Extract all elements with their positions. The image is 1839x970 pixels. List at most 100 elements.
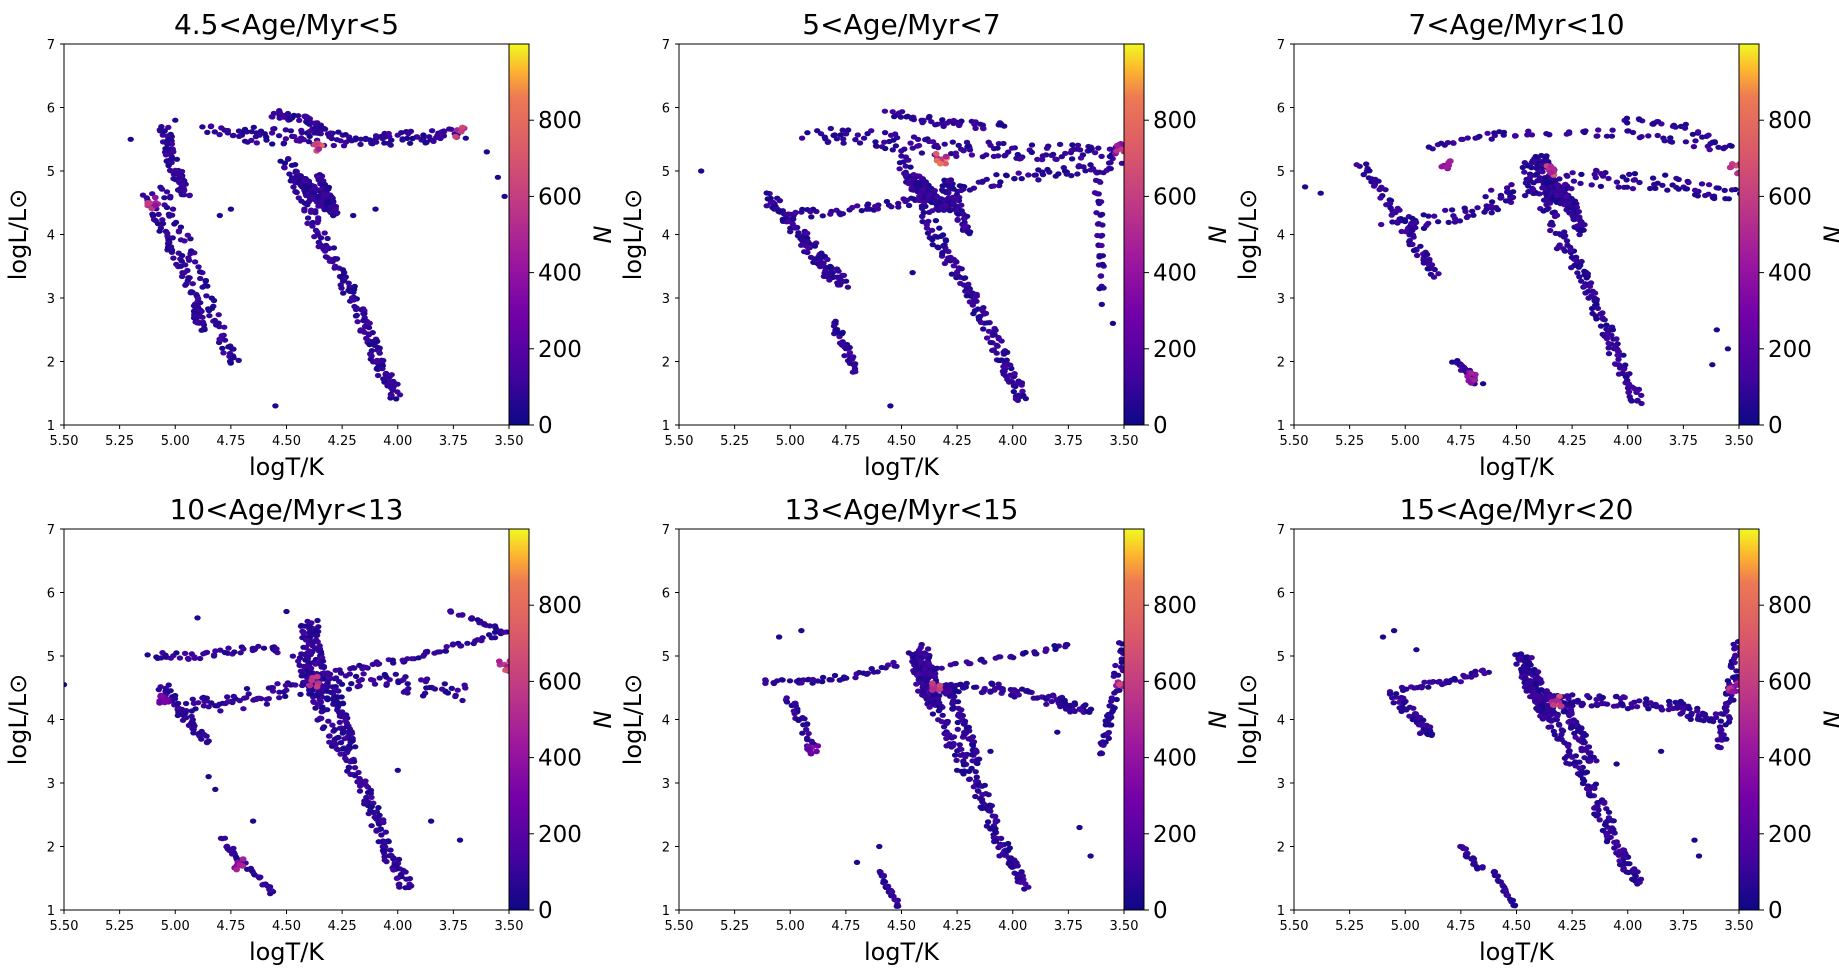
colorbar — [1738, 43, 1760, 426]
x-tick-label: 4.00 — [383, 919, 412, 934]
hexbin-cell-track-5 — [1629, 186, 1637, 192]
hexbin-cell-track-5 — [346, 671, 353, 677]
hexbin-cell-track-6 — [1636, 135, 1644, 141]
hexbin-cell-track-5 — [1588, 182, 1595, 188]
hexbin-cell-track-2 — [979, 792, 986, 798]
hexbin-cell-track-5 — [1082, 702, 1089, 708]
hexbin-cell-track-2 — [314, 220, 321, 226]
hexbin-cell-track-2 — [983, 320, 991, 326]
hexbin-cell-track-3 — [1615, 852, 1623, 858]
hexbin-cell-track-6 — [1058, 154, 1066, 160]
x-tick-label: 4.00 — [383, 434, 412, 449]
panel-title: 15<Age/Myr<20 — [1399, 493, 1633, 526]
hexbin-cell-track-5 — [999, 688, 1006, 694]
hexbin-cell-track-6 — [1690, 144, 1698, 150]
x-tick-label: 4.25 — [1558, 919, 1587, 934]
hexbin-cell-track-5 — [1084, 709, 1091, 715]
hexbin-cell-hot — [1553, 697, 1560, 704]
hexbin-cell-isolated — [1301, 184, 1309, 190]
hexbin-cell-track-3 — [923, 696, 930, 702]
hexbin-cell-track-0 — [803, 230, 810, 236]
hexbin-cell-hot — [1446, 158, 1454, 165]
hexbin-cell-hot — [942, 160, 949, 167]
hexbin-cell-track-5 — [1461, 205, 1468, 211]
hexbin-cell-hot — [1736, 161, 1739, 167]
hexbin-cell-track-3 — [1596, 817, 1603, 823]
hexbin-cell-track-7 — [231, 649, 238, 655]
hexbin-cell-track-5 — [1534, 178, 1541, 184]
hexbin-cell-track-4 — [344, 748, 351, 754]
hexbin-cell-track-2 — [929, 711, 937, 717]
hexbin-cell-track-0 — [795, 717, 802, 724]
hexbin-cell-track-1 — [880, 872, 887, 879]
hexbin-cell-track-2 — [396, 881, 403, 887]
hexbin-cell-track-2 — [373, 827, 380, 833]
hexbin-cell-hot — [936, 682, 944, 689]
hexbin-cell-track-6 — [907, 140, 914, 146]
hexbin-cell-hot — [144, 200, 152, 206]
hexbin-cell-track-7 — [269, 141, 276, 147]
hexbin-cell-track-7 — [836, 677, 843, 683]
hexbin-cell-hot — [506, 666, 509, 672]
hexbin-cell-track-2 — [405, 884, 413, 891]
hexbin-cell-track-8 — [1052, 646, 1059, 653]
hexbin-cell-track-3 — [300, 630, 307, 636]
hexbin-cell-track-1 — [206, 313, 213, 319]
hexbin-cell-track-5 — [1605, 175, 1612, 182]
hexbin-cell-track-5 — [993, 172, 1000, 178]
hexbin-cell-track-2 — [365, 325, 373, 331]
hexbin-cell-track-7 — [173, 650, 180, 656]
hexbin-cell-track-0 — [1403, 706, 1410, 712]
hexbin-cell-track-5 — [1664, 187, 1671, 193]
hexbin-cell-track-2 — [1003, 357, 1010, 363]
hexbin-cell-track-5 — [1568, 711, 1575, 717]
hexbin-cell-track-6 — [985, 139, 992, 145]
hexbin-cell-track-2 — [997, 843, 1005, 849]
x-tick-label: 5.00 — [776, 919, 805, 934]
hexbin-cell-track-2 — [368, 794, 375, 801]
hexbin-cell-track-0 — [804, 244, 812, 251]
hexbin-cell-track-6 — [1692, 138, 1699, 144]
hexbin-cell-track-8 — [1099, 261, 1106, 267]
hexbin-cell-track-0 — [179, 717, 187, 723]
hexbin-cell-hot — [1550, 702, 1557, 708]
hexbin-cell-track-2 — [973, 298, 980, 304]
hexbin-cell-track-2 — [980, 326, 987, 332]
hexbin-cell-track-6 — [443, 644, 450, 650]
hexbin-cell-track-6 — [845, 127, 852, 133]
hexbin-cell-track-2 — [365, 331, 372, 337]
hexbin-cell-track-1 — [195, 264, 202, 270]
hexbin-cell-track-5 — [1521, 193, 1529, 199]
y-tick-label: 6 — [662, 102, 670, 117]
hexbin-cell-track-2 — [1603, 322, 1610, 328]
panel-title: 10<Age/Myr<13 — [169, 493, 403, 526]
hexbin-cell-track-5 — [1412, 219, 1420, 226]
x-tick-label: 4.50 — [272, 434, 301, 449]
hexbin-cell-track-7 — [280, 141, 287, 147]
hexbin-cell-track-5 — [1568, 724, 1576, 730]
hexbin-cell-track-6 — [1657, 704, 1665, 710]
hexbin-cell-track-6 — [1549, 694, 1556, 700]
hexbin-cell-track-5 — [1581, 739, 1588, 746]
hexbin-cell-track-5 — [1469, 208, 1476, 214]
hexbin-cell-track-7 — [282, 136, 290, 142]
hexbin-cell-track-6 — [1645, 133, 1652, 139]
hexbin-cell-track-3 — [1583, 769, 1591, 775]
hexbin-cell-track-4 — [969, 758, 976, 764]
hexbin-cell-track-8 — [447, 608, 454, 614]
y-tick-label: 3 — [662, 292, 670, 307]
hexbin-cell-track-4 — [1542, 710, 1550, 716]
hexbin-cell-track-7 — [203, 649, 211, 656]
hexbin-cell-track-2 — [934, 244, 941, 250]
hexbin-cell-track-2 — [965, 768, 973, 775]
hexbin-cell-track-6 — [814, 128, 821, 134]
hexbin-cell-track-2 — [304, 220, 311, 226]
hexbin-cell-track-0 — [763, 190, 770, 196]
hexbin-cell-track-6 — [1028, 142, 1036, 148]
x-tick-label: 3.50 — [1110, 434, 1139, 449]
hexbin-cell-track-5 — [174, 701, 181, 707]
hexbin-cell-track-6 — [1077, 155, 1085, 161]
hexbin-cell-track-6 — [1438, 140, 1445, 146]
hexbin-cell-track-2 — [380, 357, 387, 364]
hexbin-cell-track-2 — [334, 747, 341, 753]
